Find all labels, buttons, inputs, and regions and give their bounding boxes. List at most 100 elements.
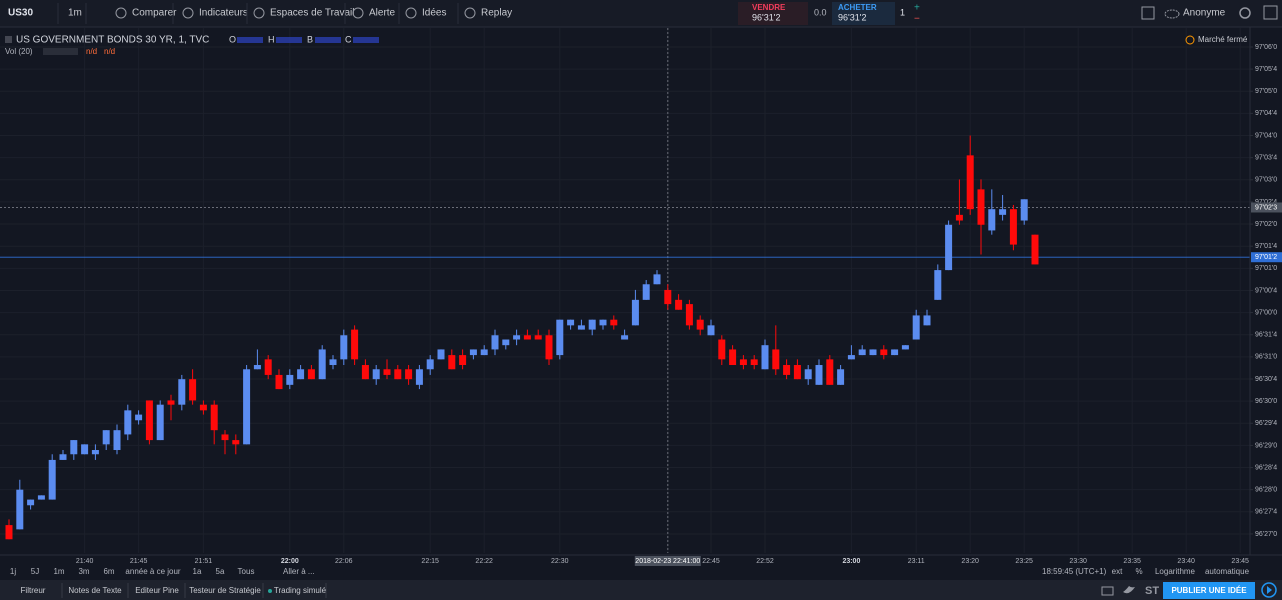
x-tick-label: 22:00 bbox=[281, 558, 299, 565]
candle-body bbox=[221, 434, 229, 441]
candle-body bbox=[534, 335, 542, 340]
footer-tab[interactable]: Testeur de Stratégie bbox=[189, 586, 261, 595]
candle-body bbox=[135, 414, 143, 421]
toolbar-icon bbox=[352, 7, 364, 19]
sell-label: VENDRE bbox=[752, 3, 786, 12]
goto-date[interactable]: Aller à ... bbox=[283, 567, 315, 576]
candle-body bbox=[102, 430, 110, 445]
layout-icon[interactable] bbox=[1141, 6, 1155, 20]
play-icon bbox=[1267, 586, 1272, 594]
candle-body bbox=[653, 274, 661, 285]
scale-option[interactable]: automatique bbox=[1205, 567, 1250, 576]
toolbar-item[interactable]: Idées bbox=[422, 8, 446, 19]
candle-body bbox=[772, 349, 780, 370]
legend-value-placeholder bbox=[353, 37, 379, 43]
settings-icon[interactable] bbox=[1239, 7, 1251, 19]
candle-body bbox=[502, 339, 510, 346]
x-tick-label: 23:30 bbox=[1069, 558, 1087, 565]
candle-body bbox=[783, 365, 791, 375]
scale-option[interactable]: ext bbox=[1112, 567, 1123, 576]
legend-value-placeholder bbox=[237, 37, 263, 43]
toolbar-item[interactable]: Indicateurs bbox=[199, 8, 248, 19]
candle-body bbox=[988, 209, 996, 231]
range-button[interactable]: Tous bbox=[238, 567, 255, 576]
increase-icon[interactable]: + bbox=[914, 3, 920, 14]
range-button[interactable]: 1m bbox=[53, 567, 64, 576]
candle-body bbox=[588, 319, 596, 330]
range-button[interactable]: 5J bbox=[31, 567, 39, 576]
y-tick-label: 96'30'0 bbox=[1255, 398, 1277, 405]
legend-field: B bbox=[307, 34, 313, 44]
y-tick-label: 96'27'0 bbox=[1255, 531, 1277, 538]
footer-tab[interactable]: Trading simulé bbox=[274, 586, 327, 595]
candle-body bbox=[707, 325, 715, 336]
clock: 18:59:45 (UTC+1) bbox=[1042, 567, 1107, 576]
chart: 97'06'0 97'05'4 97'05'0 97'04'4 97'04'0 97'03… bbox=[0, 28, 1282, 566]
y-tick-label: 97'01'0 bbox=[1255, 265, 1277, 272]
range-button[interactable]: 1j bbox=[10, 567, 16, 576]
volume-label[interactable]: Vol (20) bbox=[5, 47, 33, 56]
volume-controls[interactable] bbox=[43, 48, 78, 55]
y-tick-label: 96'30'4 bbox=[1255, 376, 1277, 383]
candle-body bbox=[599, 319, 607, 326]
candle-body bbox=[523, 335, 531, 340]
candle-body bbox=[826, 359, 834, 385]
candle-body bbox=[664, 289, 672, 305]
legend-title[interactable]: US GOVERNMENT BONDS 30 YR, 1, TVC bbox=[16, 35, 209, 46]
candle-body bbox=[91, 450, 99, 455]
candle-body bbox=[5, 525, 13, 540]
toolbar-item[interactable]: Replay bbox=[481, 8, 512, 19]
range-button[interactable]: 1a bbox=[193, 567, 202, 576]
range-button[interactable]: 6m bbox=[103, 567, 114, 576]
candle-body bbox=[210, 404, 218, 431]
symbol[interactable]: US30 bbox=[8, 8, 33, 19]
candle-body bbox=[448, 355, 456, 370]
fullscreen-icon[interactable] bbox=[1263, 5, 1278, 20]
y-tick-label: 96'28'0 bbox=[1255, 487, 1277, 494]
y-tick-label: 97'01'4 bbox=[1255, 243, 1277, 250]
range-button[interactable]: 3m bbox=[78, 567, 89, 576]
cloud-icon[interactable] bbox=[1164, 9, 1180, 19]
scale-options: ext% Logarithme automatique bbox=[1112, 567, 1250, 576]
sell-button[interactable] bbox=[738, 2, 808, 25]
candle-body bbox=[426, 359, 434, 370]
legend-value-placeholder bbox=[276, 37, 302, 43]
x-tick-label: 21:40 bbox=[76, 558, 94, 565]
candle-body bbox=[750, 359, 758, 366]
candle-body bbox=[27, 499, 35, 506]
y-tick-label: 96'27'4 bbox=[1255, 509, 1277, 516]
candle-body bbox=[394, 369, 402, 380]
stocktwits-icon[interactable]: ST bbox=[1145, 585, 1159, 597]
candle-body bbox=[264, 359, 272, 375]
footer-tab[interactable]: Editeur Pine bbox=[135, 586, 179, 595]
publish-button[interactable] bbox=[1163, 582, 1255, 599]
toolbar-item[interactable]: Comparer bbox=[132, 8, 177, 19]
buy-button[interactable] bbox=[832, 2, 895, 25]
x-tick-label: 21:51 bbox=[195, 558, 213, 565]
user[interactable]: Anonyme bbox=[1183, 8, 1226, 19]
toolbar-item[interactable]: Alerte bbox=[369, 8, 396, 19]
x-tick-label: 21:45 bbox=[130, 558, 148, 565]
camera-icon[interactable] bbox=[1101, 586, 1114, 596]
footer-tab[interactable]: Notes de Texte bbox=[68, 586, 122, 595]
candle-body bbox=[847, 355, 855, 360]
candle-body bbox=[189, 379, 197, 401]
interval[interactable]: 1m bbox=[68, 8, 82, 19]
twitter-icon[interactable] bbox=[1123, 586, 1135, 594]
candle-body bbox=[81, 444, 89, 455]
x-tick-label: 23:40 bbox=[1177, 558, 1195, 565]
scale-option[interactable]: % bbox=[1135, 567, 1142, 576]
sell-price: 96'31'2 bbox=[752, 12, 780, 22]
replay-button[interactable] bbox=[1261, 582, 1277, 598]
toolbar-item[interactable]: Espaces de Travail bbox=[270, 8, 355, 19]
range-button[interactable]: année à ce jour bbox=[125, 567, 180, 576]
footer-tab[interactable]: Filtreur bbox=[21, 586, 46, 595]
decrease-icon[interactable]: − bbox=[914, 14, 920, 25]
candle-body bbox=[340, 335, 348, 360]
range-button[interactable]: 5a bbox=[216, 567, 225, 576]
y-tick-label: 96'31'0 bbox=[1255, 354, 1277, 361]
candle-body bbox=[696, 319, 704, 330]
scale-option[interactable]: Logarithme bbox=[1155, 567, 1196, 576]
